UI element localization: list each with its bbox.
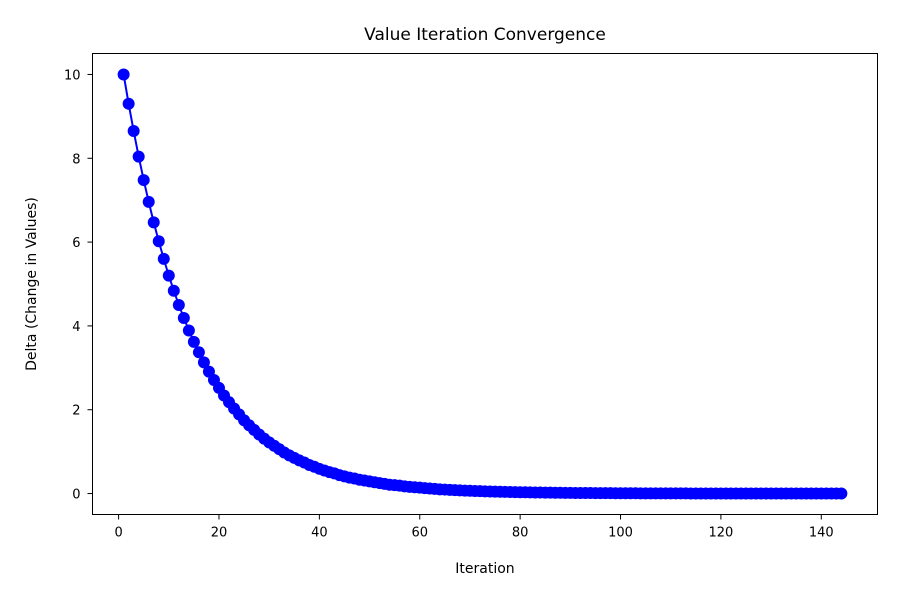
plot-area-frame (92, 53, 878, 515)
data-point (162, 269, 175, 282)
data-point (122, 97, 135, 110)
x-axis: 0 20 40 60 80 100 120 140 (114, 514, 834, 541)
y-axis-label: Delta (Change in Values) (24, 197, 40, 371)
x-tick-label: 0 (114, 526, 122, 541)
x-tick-label: 40 (311, 526, 328, 541)
data-point (117, 68, 130, 81)
data-point (132, 150, 145, 163)
x-axis-label: Iteration (455, 561, 514, 577)
data-point (192, 346, 205, 359)
data-point (167, 284, 180, 297)
data-point (142, 195, 155, 208)
y-tick-label: 0 (72, 488, 80, 503)
x-tick-label: 140 (809, 526, 834, 541)
data-point (152, 235, 165, 248)
data-point (835, 487, 848, 500)
data-point (182, 324, 195, 337)
data-point (147, 216, 160, 229)
chart-title: Value Iteration Convergence (364, 25, 606, 45)
data-point (197, 356, 210, 369)
series-delta (117, 68, 848, 500)
y-tick-label: 10 (64, 68, 81, 83)
y-tick-label: 4 (72, 320, 80, 335)
y-tick-label: 2 (72, 404, 80, 419)
series-line (122, 74, 842, 495)
data-point (187, 335, 200, 348)
y-tick-label: 8 (72, 152, 80, 167)
x-tick-label: 120 (708, 526, 733, 541)
x-tick-label: 20 (211, 526, 228, 541)
x-tick-label: 100 (608, 526, 633, 541)
data-point (137, 174, 150, 187)
data-point (157, 252, 170, 265)
y-axis: 0 2 4 6 8 10 (64, 68, 93, 503)
x-tick-label: 80 (512, 526, 529, 541)
data-point (172, 298, 185, 311)
y-tick-label: 6 (72, 236, 80, 251)
data-point (177, 311, 190, 324)
data-point (127, 125, 140, 138)
x-tick-label: 60 (411, 526, 428, 541)
